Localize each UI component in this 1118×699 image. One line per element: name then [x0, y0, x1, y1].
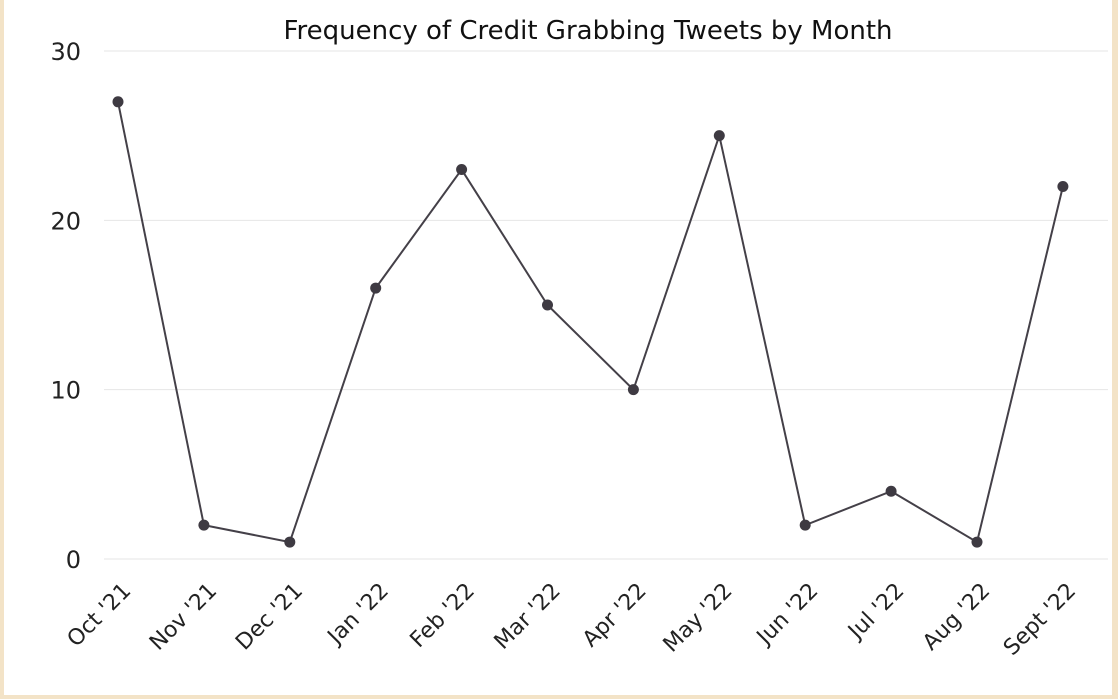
data-point[interactable]	[198, 519, 210, 531]
x-tick-label: Sept '22	[999, 579, 1081, 661]
data-point[interactable]	[627, 384, 639, 396]
x-axis-ticks: Oct '21 Nov '21 Dec '21 Jan '22 Feb '22 Mar '…	[63, 579, 1081, 661]
x-tick-label: Apr '22	[578, 579, 652, 653]
y-tick-label: 20	[50, 207, 81, 235]
y-tick-label: 10	[50, 377, 81, 405]
data-point[interactable]	[885, 485, 897, 497]
x-tick-label: Oct '21	[63, 579, 137, 653]
x-tick-label: Aug '22	[918, 579, 995, 656]
x-tick-label: Jul '22	[842, 579, 909, 646]
x-tick-label: Nov '21	[145, 579, 222, 656]
series-layer	[112, 96, 1069, 548]
y-tick-label: 30	[50, 38, 81, 66]
x-tick-label: Jan '22	[322, 579, 394, 651]
data-point[interactable]	[971, 536, 983, 548]
series-line	[117, 101, 1064, 544]
chart-frame: Frequency of Credit Grabbing Tweets by M…	[4, 0, 1112, 695]
x-tick-label: Dec '21	[231, 579, 308, 656]
y-axis-ticks: 0 10 20 30	[50, 38, 81, 574]
data-point[interactable]	[456, 164, 468, 176]
data-point[interactable]	[1057, 180, 1069, 192]
data-point[interactable]	[713, 130, 725, 142]
x-tick-label: Feb '22	[406, 579, 480, 653]
data-point[interactable]	[370, 282, 382, 294]
data-point[interactable]	[284, 536, 296, 548]
data-point[interactable]	[799, 519, 811, 531]
x-tick-label: Jun '22	[751, 579, 823, 651]
line-chart: Frequency of Credit Grabbing Tweets by M…	[50, 16, 1108, 661]
chart-title: Frequency of Credit Grabbing Tweets by M…	[283, 16, 892, 46]
y-tick-label: 0	[66, 546, 81, 574]
x-tick-label: Mar '22	[490, 579, 566, 655]
data-point[interactable]	[112, 96, 124, 108]
data-point[interactable]	[542, 299, 553, 311]
gridlines	[104, 50, 1108, 560]
x-tick-label: May '22	[659, 579, 738, 658]
